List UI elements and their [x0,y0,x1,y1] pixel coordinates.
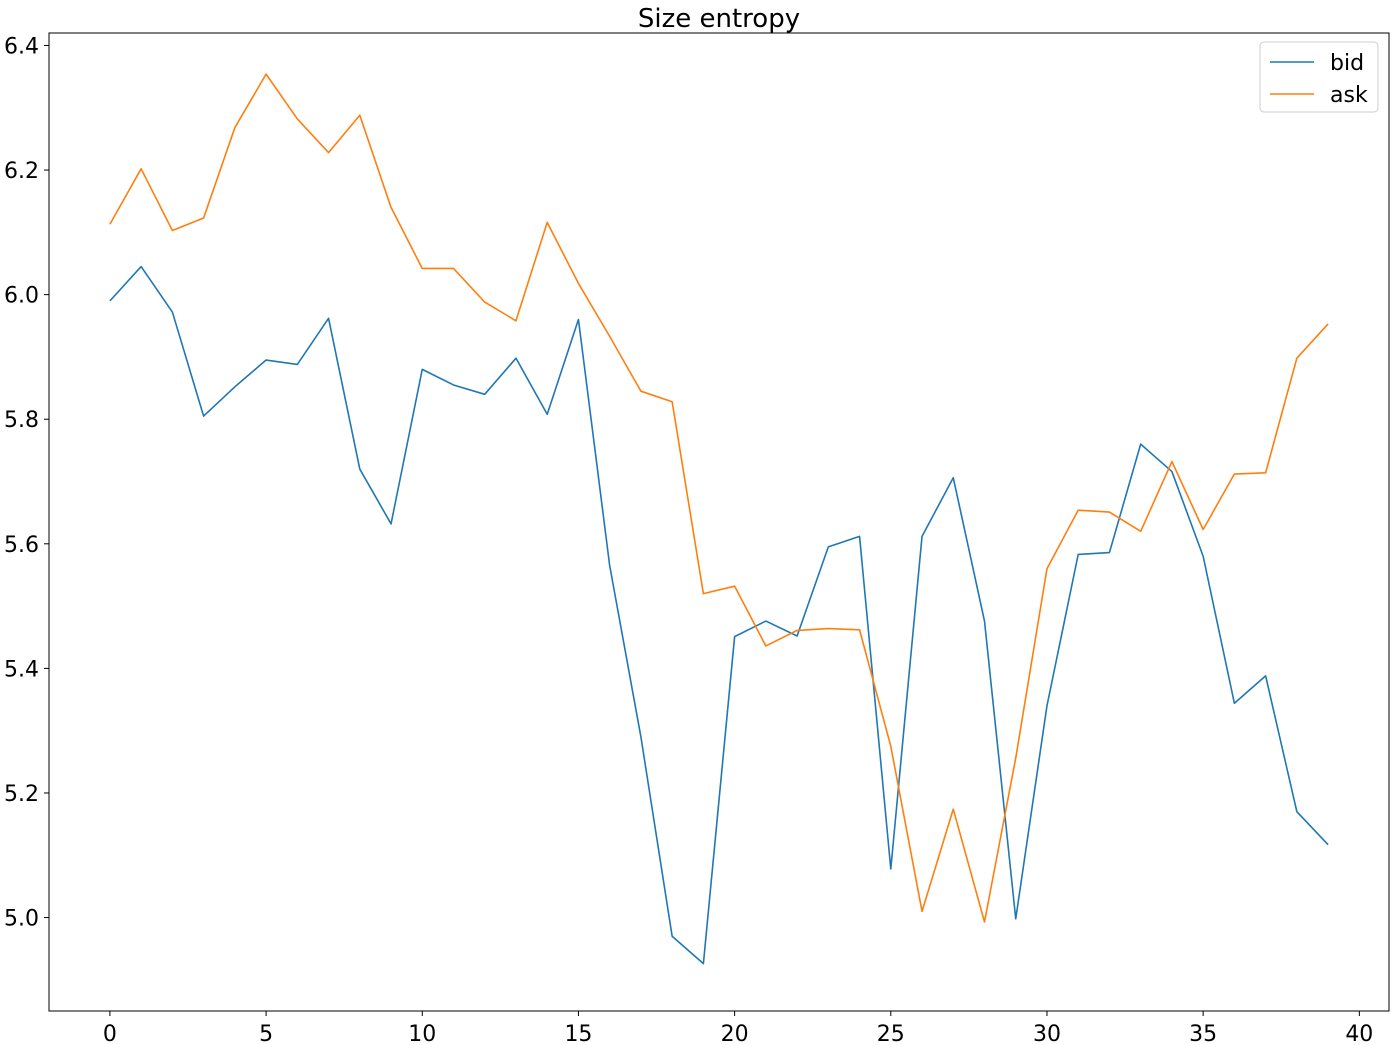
plot-frame [48,32,1390,1012]
y-tick-label: 6.2 [4,159,39,184]
axes: 0 5 10 15 20 25 30 35 40 5.0 5.2 5.4 5.6 5.8 6.0 6.2 6.4 [4,34,1373,1045]
series-layer [109,73,1329,965]
series-line-ask [109,73,1329,923]
legend: bid ask [1259,41,1379,113]
y-tick-label: 5.6 [4,533,39,558]
x-tick-label: 0 [103,1022,117,1045]
plot-area [48,32,1390,1012]
x-tick-label: 5 [259,1022,273,1045]
series-line-bid [109,265,1329,965]
x-tick-label: 15 [564,1022,592,1045]
y-tick-label: 5.4 [4,657,39,682]
y-tick-label: 5.0 [4,907,39,932]
y-tick-label: 5.2 [4,782,39,807]
x-tick-label: 40 [1345,1022,1373,1045]
x-tick-label: 10 [408,1022,436,1045]
y-tick-label: 5.8 [4,408,39,433]
legend-label-ask: ask [1330,83,1368,108]
chart-title: Size entropy [638,4,800,34]
y-tick-label: 6.4 [4,34,39,59]
y-tick-label: 6.0 [4,284,39,309]
x-tick-label: 20 [721,1022,749,1045]
x-tick-label: 30 [1033,1022,1061,1045]
legend-label-bid: bid [1330,51,1364,76]
x-tick-label: 25 [877,1022,905,1045]
x-tick-label: 35 [1189,1022,1217,1045]
